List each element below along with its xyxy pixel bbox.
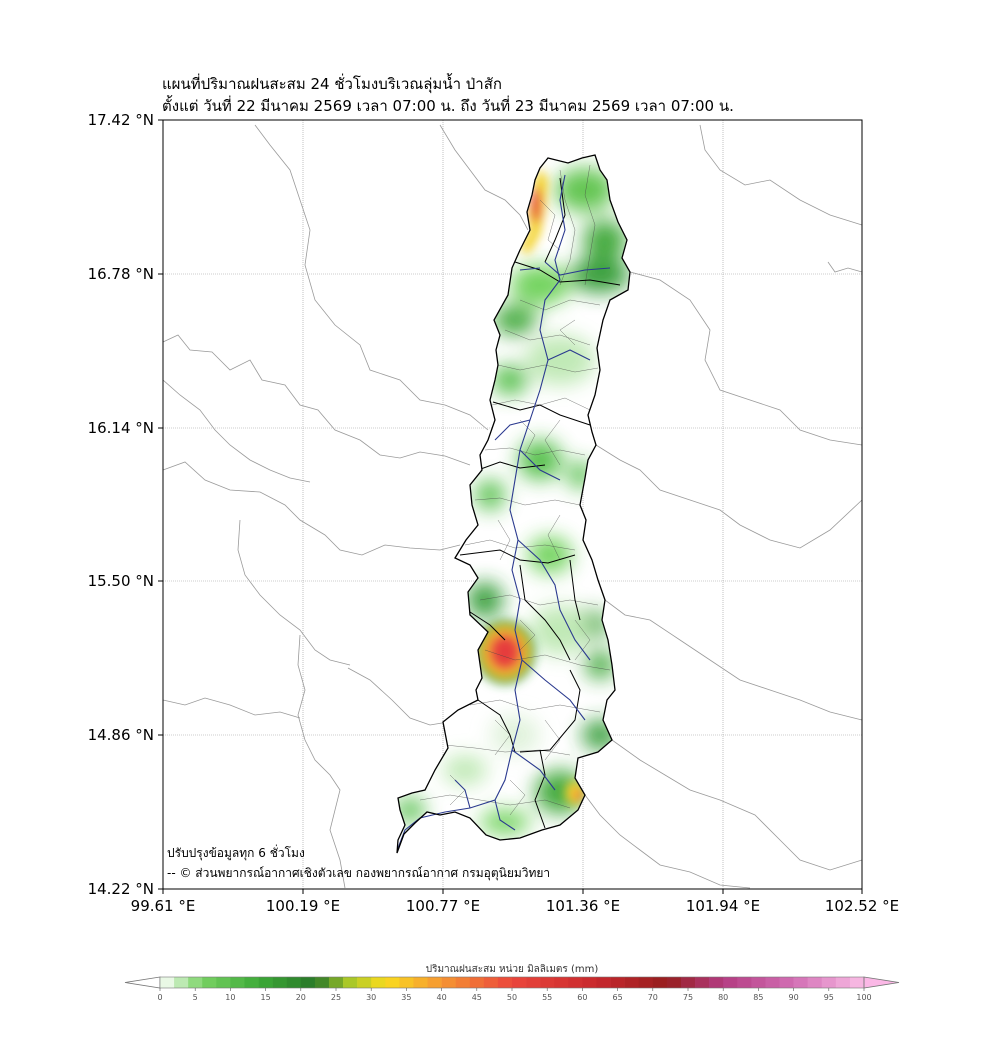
colorbar-swatch [244,977,259,988]
colorbar-swatch [357,977,372,988]
colorbar-swatch [596,977,611,988]
lat-tick-label: 15.50 °N [87,572,154,590]
colorbar-swatch [385,977,400,988]
colorbar-swatch [272,977,288,988]
lat-tick-label: 17.42 °N [87,111,154,129]
colorbar-tick-label: 10 [225,993,235,1002]
colorbar-swatch [680,977,696,988]
colorbar-swatch [582,977,597,988]
colorbar-tick-label: 0 [157,993,162,1002]
colorbar-tick-label: 85 [753,993,763,1002]
lon-tick-label: 101.36 °E [545,897,621,915]
colorbar-swatch [821,977,837,988]
colorbar-swatch [540,977,555,988]
colorbar-swatch [512,977,527,988]
lat-tick-label: 14.22 °N [87,880,154,898]
lat-tick-label: 14.86 °N [87,726,154,744]
colorbar-swatch [174,977,189,988]
colorbar-swatch [652,977,668,988]
colorbar-tick-label: 50 [507,993,517,1002]
colorbar-swatch [300,977,316,988]
colorbar-swatch [202,977,217,988]
colorbar-swatch [723,977,738,988]
tick-marks [158,119,863,894]
colorbar-swatch [765,977,780,988]
colorbar-swatch [427,977,442,988]
colorbar-swatch [737,977,752,988]
colorbar-swatch [258,977,273,988]
colorbar-swatch [399,977,414,988]
colorbar-swatch [624,977,640,988]
colorbar-swatch [160,977,175,988]
colorbar-over-arrow [863,976,900,989]
lon-tick-label: 99.61 °E [130,897,196,915]
plot-frame [162,119,863,890]
update-note: ปรับปรุงข้อมูลทุก 6 ชั่วโมง [167,846,305,860]
colorbar-tick-label: 90 [789,993,799,1002]
sub-basin-lines [419,164,611,816]
colorbar-tick-label: 70 [648,993,658,1002]
map-title: แผนที่ปริมาณฝนสะสม 24 ชั่วโมงบริเวณลุ่มน… [162,75,502,93]
colorbar-tick-label: 5 [193,993,198,1002]
lon-tick-label: 100.77 °E [405,897,481,915]
colorbar-swatch [441,977,456,988]
colorbar-tick-label: 80 [718,993,728,1002]
credit-note: -- © ส่วนพยากรณ์อากาศเชิงตัวเลข กองพยากร… [167,866,551,880]
colorbar-swatch [314,977,330,988]
rainfall-colorbar: 0 5 10 15 20 25 30 35 40 45 50 55 60 65 70 75 80 85 90 95 10… [124,976,900,1002]
colorbar-swatch [835,977,851,988]
colorbar-swatch [343,977,358,988]
colorbar-swatch [849,977,865,988]
colorbar-tick-label: 75 [683,993,693,1002]
colorbar-swatch [328,977,344,988]
colorbar-tick-label: 55 [542,993,552,1002]
colorbar-swatch [751,977,766,988]
colorbar-swatch [526,977,541,988]
colorbar-tick-label: 20 [296,993,306,1002]
pasak-river [397,174,611,849]
lat-tick-label: 16.78 °N [87,265,154,283]
colorbar-tick-label: 95 [824,993,834,1002]
colorbar-swatch [230,977,245,988]
colorbar-swatch [709,977,724,988]
colorbar-tick-label: 60 [577,993,587,1002]
colorbar-tick-label: 25 [331,993,341,1002]
colorbar-swatch [638,977,654,988]
colorbar-swatch [807,977,823,988]
lat-tick-label: 16.14 °N [87,419,154,437]
colorbar-tick-label: 100 [856,993,871,1002]
colorbar-swatch [188,977,203,988]
province-outlines [162,124,863,889]
lon-tick-label: 102.52 °E [824,897,900,915]
colorbar-tick-label: 40 [437,993,447,1002]
colorbar-swatch [666,977,682,988]
colorbar-tick-label: 45 [472,993,482,1002]
colorbar-swatch [455,977,471,988]
colorbar-swatch [497,977,513,988]
colorbar-swatch [413,977,428,988]
colorbar-title: ปริมาณฝนสะสม หน่วย มิลลิเมตร (mm) [425,964,599,975]
colorbar-swatch [469,977,485,988]
colorbar-tick-label: 15 [261,993,271,1002]
colorbar-swatch [779,977,794,988]
colorbar-swatch [568,977,583,988]
colorbar-tick-label: 30 [366,993,376,1002]
colorbar-tick-label: 65 [613,993,623,1002]
colorbar-swatch [483,977,499,988]
colorbar-swatch [695,977,710,988]
colorbar-swatch [216,977,231,988]
sub-basin-boundaries [459,177,621,829]
colorbar-tick-label: 35 [401,993,411,1002]
colorbar-swatch [793,977,808,988]
lon-tick-label: 101.94 °E [685,897,761,915]
colorbar-swatch [371,977,386,988]
map-subtitle: ตั้งแต่ วันที่ 22 มีนาคม 2569 เวลา 07:00… [162,97,734,115]
colorbar-swatch [286,977,302,988]
colorbar-under-arrow [124,976,161,989]
colorbar-swatch [554,977,569,988]
lon-tick-label: 100.19 °E [265,897,341,915]
colorbar-swatch [610,977,625,988]
